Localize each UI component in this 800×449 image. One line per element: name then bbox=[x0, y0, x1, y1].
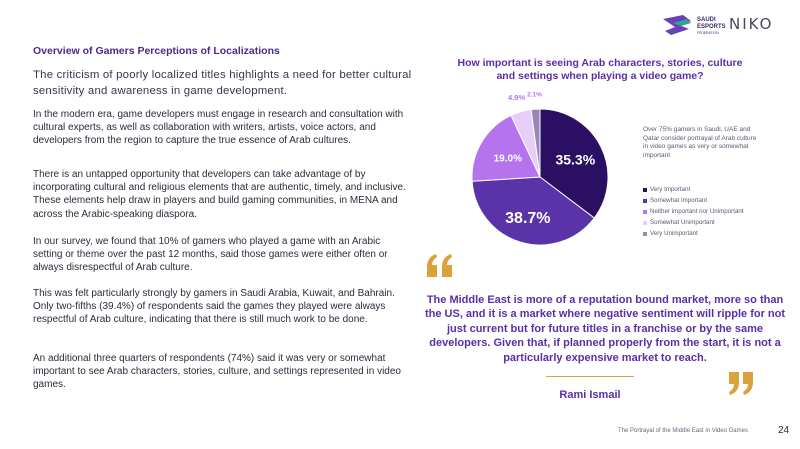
legend-item: Very Unimportant bbox=[643, 228, 744, 239]
legend-swatch bbox=[643, 220, 647, 225]
legend-swatch bbox=[643, 187, 647, 192]
close-quote-icon bbox=[726, 370, 756, 401]
footer-title: The Portrayal of the Middle East in Vide… bbox=[618, 428, 748, 434]
chart-title: How important is seeing Arab characters,… bbox=[457, 57, 743, 82]
pie-data-label: 38.7% bbox=[505, 210, 550, 227]
chart-note: Over 75% gamers in Saudi, UAE and Qatar … bbox=[643, 126, 757, 159]
legend-item: Neither important nor Unimportant bbox=[643, 206, 744, 217]
legend-swatch bbox=[643, 198, 647, 203]
saudi-esports-logo-mark: SAUDI ESPORTS FEDERATION bbox=[663, 15, 726, 35]
legend-label: Neither important nor Unimportant bbox=[650, 208, 744, 215]
pie-slice bbox=[471, 114, 541, 182]
quote-divider bbox=[546, 376, 634, 377]
logo-saudi-line2: ESPORTS bbox=[697, 24, 726, 30]
legend-label: Very Unimportant bbox=[650, 230, 698, 237]
legend-item: Very Important bbox=[643, 184, 744, 195]
pull-quote: The Middle East is more of a reputation … bbox=[424, 294, 786, 364]
niko-logo: NIKO bbox=[729, 15, 774, 33]
section-heading: Overview of Gamers Perceptions of Locali… bbox=[33, 45, 280, 57]
legend-label: Somewhat Important bbox=[650, 197, 708, 204]
body-paragraph: In the modern era, game developers must … bbox=[33, 109, 404, 147]
page-number: 24 bbox=[778, 425, 790, 436]
legend-item: Somewhat Unimportant bbox=[643, 217, 744, 228]
lead-paragraph: The criticism of poorly localized titles… bbox=[33, 69, 412, 97]
pie-data-label: 19.0% bbox=[494, 153, 522, 164]
body-paragraph: An additional three quarters of responde… bbox=[33, 353, 401, 391]
pie-slice bbox=[471, 176, 595, 246]
pie-data-label: 2.1% bbox=[527, 92, 542, 98]
legend-label: Very Important bbox=[650, 186, 691, 193]
legend-swatch bbox=[643, 209, 647, 214]
pie-chart: 35.3% 38.7% 19.0% 4.9% 2.1% bbox=[471, 92, 609, 246]
open-quote-icon bbox=[425, 253, 455, 284]
body-paragraph: There is an untapped opportunity that de… bbox=[33, 169, 406, 220]
legend-label: Somewhat Unimportant bbox=[650, 219, 715, 226]
body-paragraph: This was felt particularly strongly by g… bbox=[33, 288, 395, 326]
legend-item: Somewhat Important bbox=[643, 195, 744, 206]
quote-author: Rami Ismail bbox=[559, 389, 621, 401]
logo-saudi-line3: FEDERATION bbox=[697, 31, 719, 35]
body-paragraph: In our survey, we found that 10% of game… bbox=[33, 236, 388, 274]
pie-slice bbox=[530, 108, 541, 178]
chart-legend: Very Important Somewhat Important Neither … bbox=[643, 184, 744, 239]
pie-data-label: 4.9% bbox=[508, 93, 525, 102]
pie-slice bbox=[539, 108, 609, 219]
legend-swatch bbox=[643, 231, 647, 236]
logo-saudi-line1: SAUDI bbox=[697, 17, 716, 23]
saudi-esports-logo: SAUDI ESPORTS FEDERATION bbox=[661, 13, 727, 37]
pie-data-label: 35.3% bbox=[555, 151, 595, 167]
